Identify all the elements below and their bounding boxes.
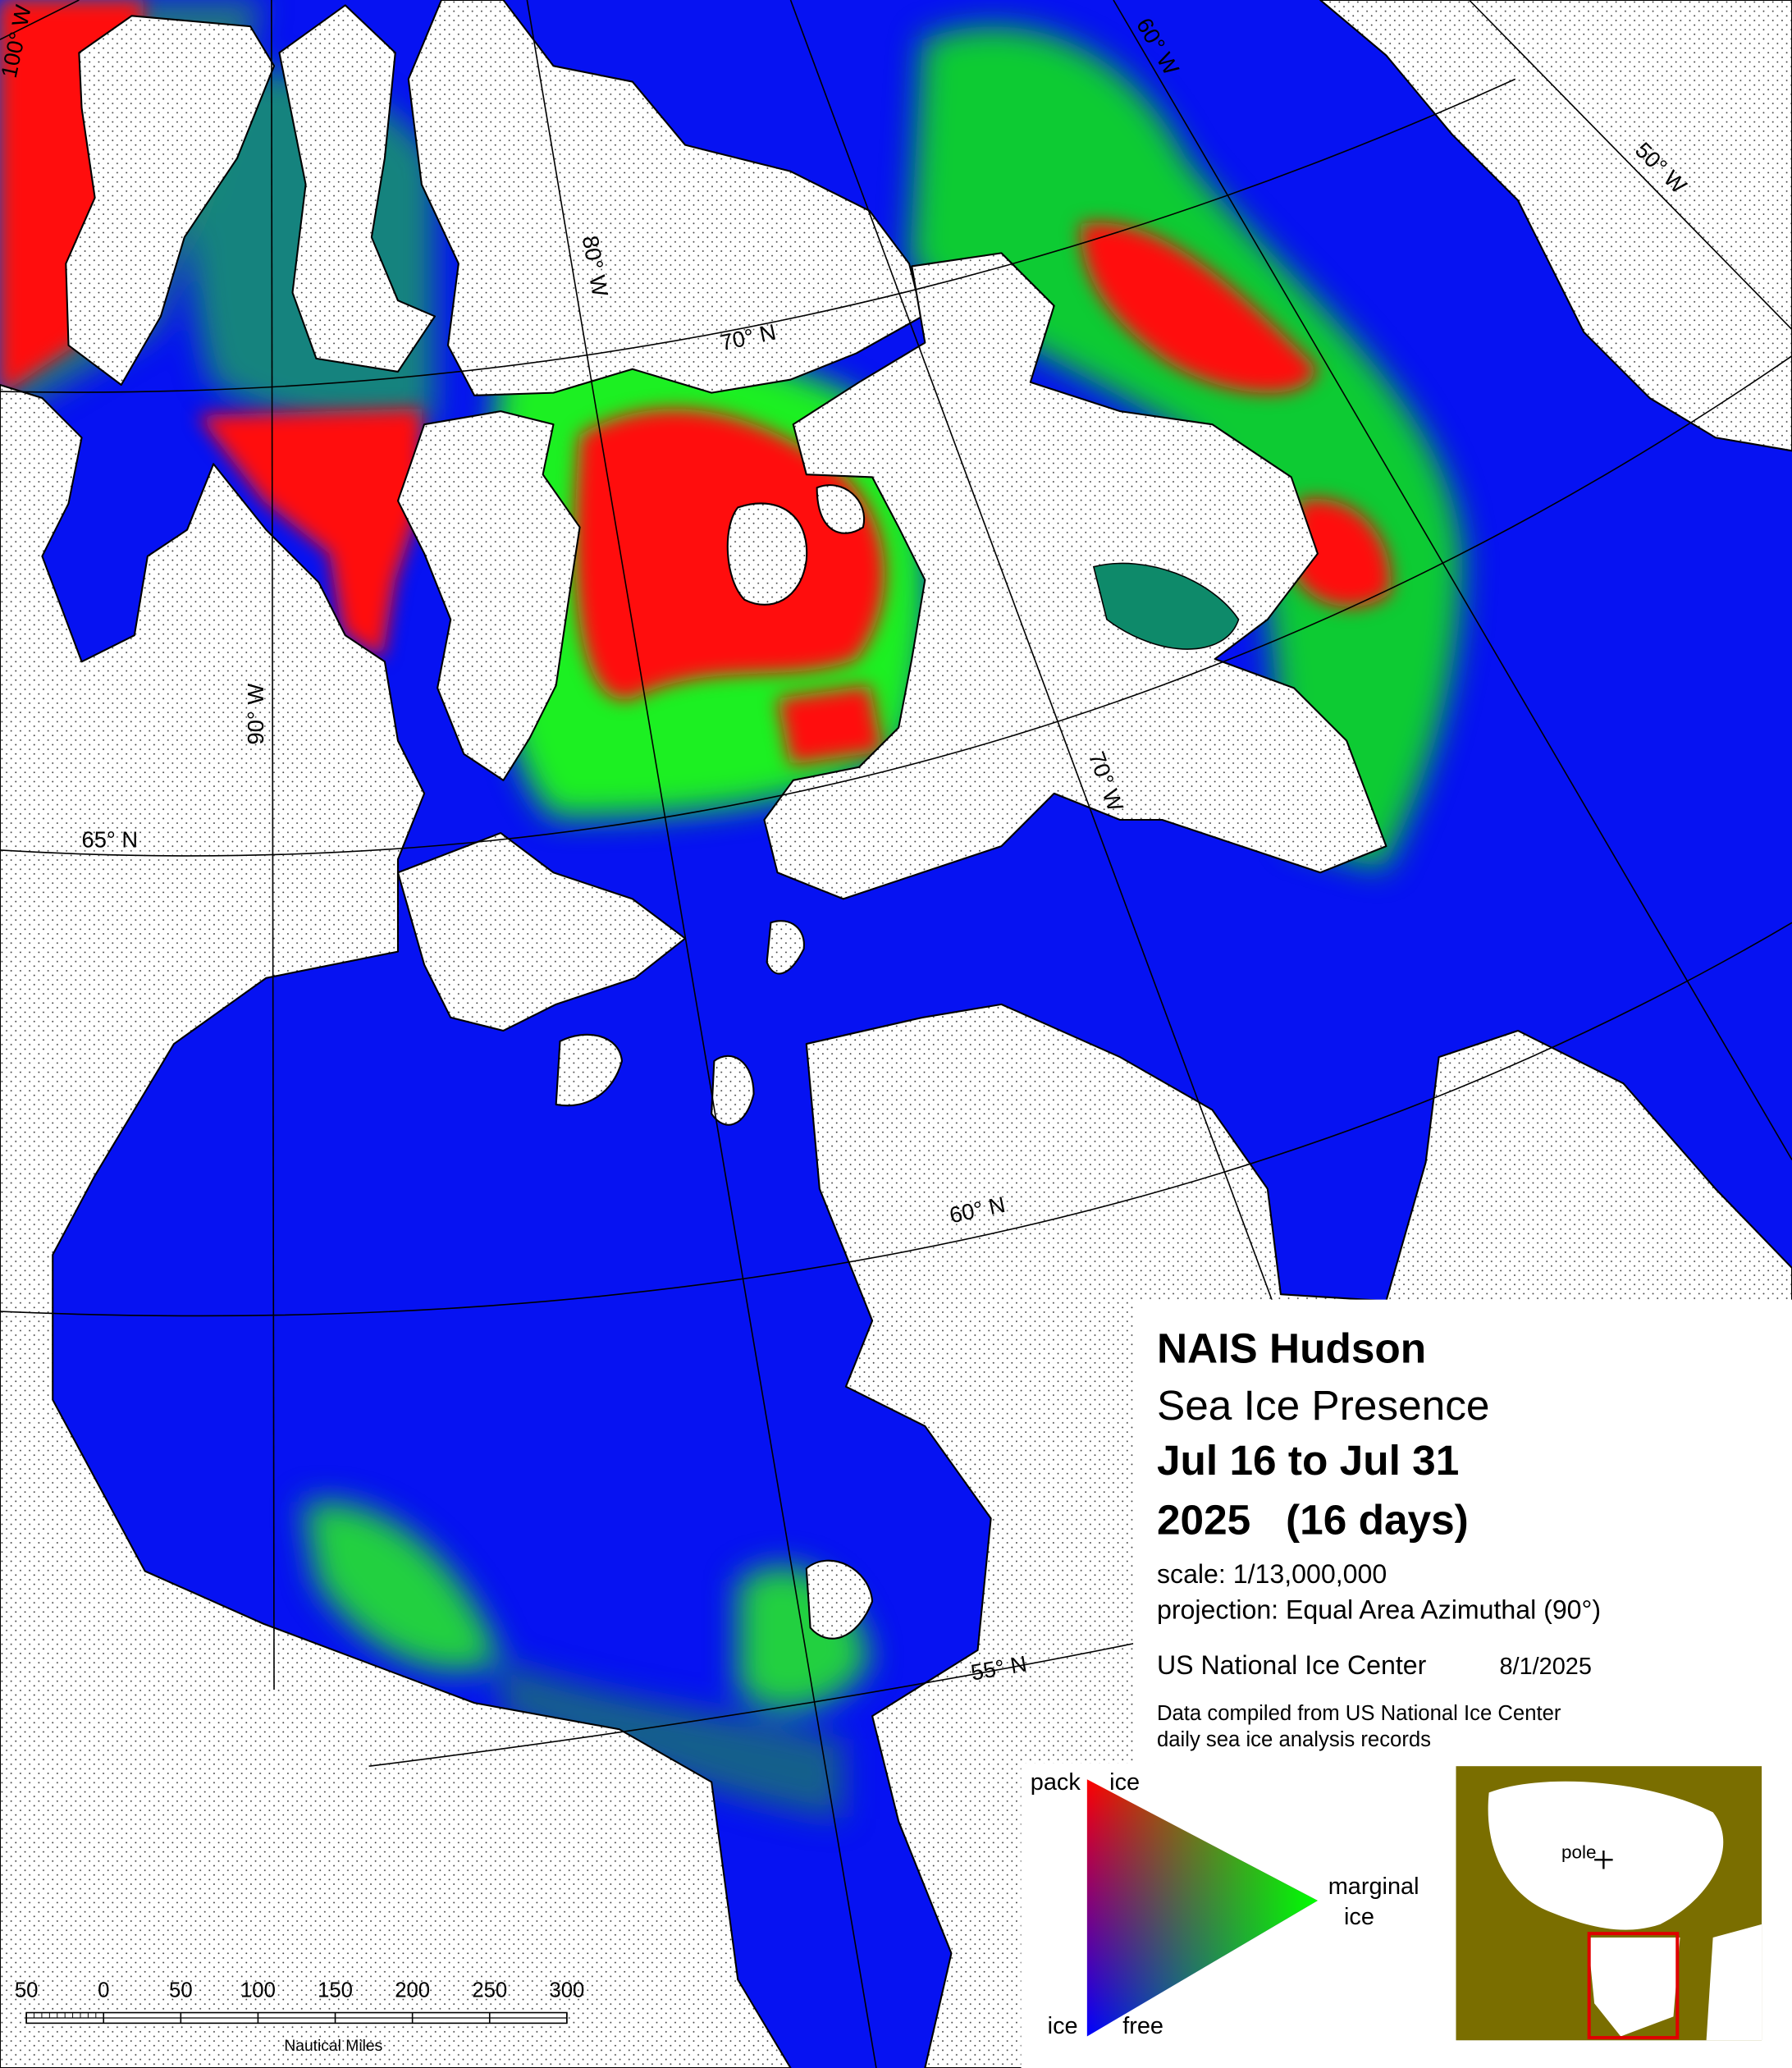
meridian xyxy=(1113,0,1792,1160)
meridian xyxy=(271,0,275,1691)
parallel xyxy=(368,1640,1147,1767)
land xyxy=(396,832,687,1032)
inset-label: pole xyxy=(1561,1842,1596,1863)
legend-label: free xyxy=(1122,2013,1163,2039)
land xyxy=(555,1033,624,1107)
parallel xyxy=(0,922,1792,1317)
year: 2025 (16 days) xyxy=(1157,1496,1469,1544)
title-panel xyxy=(1133,1299,1792,1764)
scale-bar-label: 250 xyxy=(472,1979,507,2002)
legend-label: ice xyxy=(1344,1904,1374,1930)
scale-bar-label: 100 xyxy=(240,1979,276,2002)
title: NAIS Hudson xyxy=(1157,1325,1426,1372)
land xyxy=(65,15,276,387)
land xyxy=(0,383,792,2068)
meridian xyxy=(1468,0,1792,331)
note: daily sea ice analysis records xyxy=(1157,1728,1431,1751)
meridian xyxy=(0,0,80,40)
scale-bar-label: 0 xyxy=(98,1979,109,2002)
land xyxy=(816,484,866,534)
legend-label: marginal xyxy=(1328,1874,1419,1900)
scale-text: scale: 1/13,000,000 xyxy=(1157,1559,1387,1589)
parallel xyxy=(0,355,1792,857)
land xyxy=(711,1055,755,1126)
inset-extent xyxy=(1587,1932,1680,2040)
scale-bar: Nautical Miles 50 0 50 100 150 200 250 300 xyxy=(15,1979,584,2055)
land xyxy=(396,410,581,781)
subtitle: Sea Ice Presence xyxy=(1157,1381,1490,1429)
land xyxy=(766,920,805,975)
parallel xyxy=(0,78,1516,393)
land xyxy=(763,252,1387,900)
pole-marker xyxy=(1594,1850,1613,1869)
inset-ocean xyxy=(1588,1937,1680,2037)
meridian-label: 90° W xyxy=(243,684,268,745)
scale-unit: Nautical Miles xyxy=(284,2038,382,2055)
land xyxy=(407,0,924,396)
scale-bar-label: 200 xyxy=(395,1979,430,2002)
scale-bar-label: 150 xyxy=(318,1979,353,2002)
land xyxy=(726,502,808,606)
legend-label: ice xyxy=(1109,1769,1140,1796)
scale-bar-label: 50 xyxy=(15,1979,39,2002)
scale-bar-label: 50 xyxy=(169,1979,193,2002)
agency: US National Ice Center xyxy=(1157,1650,1427,1680)
inset-ocean xyxy=(1488,1781,1724,1930)
legend-label: ice xyxy=(1048,2013,1078,2039)
period: Jul 16 to Jul 31 xyxy=(1157,1436,1459,1484)
inset-ocean xyxy=(1706,1924,1762,2041)
legend: pack ice marginal ice ice free xyxy=(1031,1769,1419,2039)
lake xyxy=(1092,562,1240,650)
projection: projection: Equal Area Azimuthal (90°) xyxy=(1157,1594,1601,1624)
parallel-label: 65° N xyxy=(82,827,139,853)
scale-bar-label: 300 xyxy=(549,1979,584,2002)
legend-label: pack xyxy=(1031,1769,1081,1796)
land xyxy=(805,1559,874,1640)
title-block: NAIS Hudson Sea Ice Presence Jul 16 to J… xyxy=(1157,1325,1601,1751)
inset-map: pole xyxy=(1456,1766,1762,2041)
meridian xyxy=(526,0,877,2068)
meridian xyxy=(789,0,1319,1424)
legend-triangle-overlay xyxy=(1086,1779,1318,2037)
date: 8/1/2025 xyxy=(1499,1654,1591,1680)
land xyxy=(278,4,436,373)
note: Data compiled from US National Ice Cente… xyxy=(1157,1702,1561,1725)
